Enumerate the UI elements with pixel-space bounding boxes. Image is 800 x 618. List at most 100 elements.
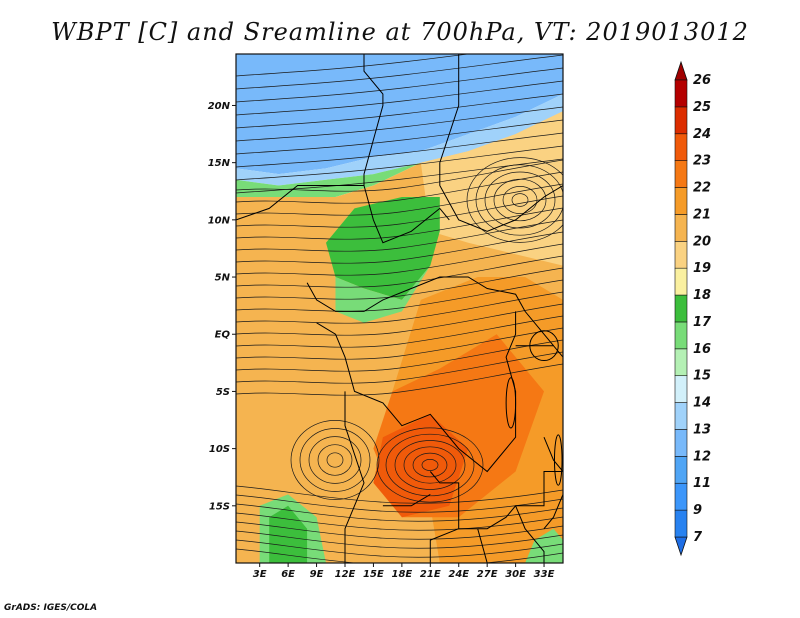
- latitude-axis: 20N 15N 10N 5N EQ 5S 10S 15S: [208, 101, 236, 512]
- country-border: [477, 528, 488, 563]
- streamline: [236, 539, 563, 558]
- streamline: [236, 54, 471, 77]
- streamline: [493, 178, 547, 222]
- streamline: [236, 183, 563, 216]
- streamline: [299, 428, 371, 492]
- colorbar-swatch: [674, 402, 688, 430]
- colorbar-label: 9: [693, 503, 702, 518]
- lon-tick-label: 18E: [391, 569, 412, 580]
- colorbar-label: 23: [693, 154, 711, 169]
- wbpt-region: [335, 265, 431, 323]
- streamline: [236, 93, 563, 129]
- streamline: [236, 106, 563, 142]
- country-border: [316, 311, 517, 473]
- colorbar-swatch: [674, 240, 688, 269]
- colorbar-swatch: [674, 79, 688, 108]
- streamline: [236, 231, 563, 264]
- colorbar: 7 9 11 12 13 14 15 16 17 18 19 20 21 22 23 24 25 26: [674, 60, 712, 557]
- country-border: [515, 505, 545, 563]
- streamline: [421, 459, 439, 471]
- lake-outline: [505, 377, 517, 429]
- colorbar-bottom-arrow: [674, 536, 688, 557]
- streamline: [236, 219, 563, 252]
- colorbar-swatch: [674, 456, 688, 484]
- lat-tick-label: 15S: [209, 501, 230, 512]
- streamline: [236, 315, 563, 348]
- streamline: [236, 80, 563, 116]
- colorbar-label: 19: [693, 261, 711, 276]
- colorbar-swatch: [674, 133, 688, 161]
- lat-tick-label: 10N: [208, 215, 231, 226]
- colorbar-swatch: [674, 267, 688, 296]
- streamline: [394, 440, 466, 490]
- streamline: [236, 303, 563, 336]
- country-border: [236, 185, 450, 244]
- colorbar-label: 7: [693, 530, 703, 545]
- colorbar-top-arrow: [674, 60, 688, 81]
- streamline: [236, 512, 563, 531]
- streamline: [236, 339, 563, 372]
- longitude-axis: 3E 6E 9E 12E 15E 18E 21E 24E 27E 30E 33E: [253, 563, 555, 580]
- colorbar-label: 26: [693, 73, 711, 88]
- colorbar-label: 20: [693, 234, 711, 249]
- streamline: [502, 186, 538, 214]
- chart-title: WBPT [C] and Sreamline at 700hPa, VT: 20…: [51, 18, 749, 46]
- streamline: [236, 145, 563, 181]
- colorbar-swatch: [674, 348, 688, 377]
- colorbar-swatch: [674, 375, 688, 403]
- colorbar-swatch: [674, 214, 688, 242]
- streamline: [236, 67, 563, 103]
- colorbar-label: 22: [693, 181, 711, 196]
- streamline: [236, 548, 563, 563]
- streamline: [236, 494, 563, 513]
- colorbar-label: 18: [693, 288, 711, 303]
- streamline: [385, 433, 475, 497]
- colorbar-swatch: [674, 429, 688, 457]
- colorbar-swatch: [674, 482, 688, 511]
- country-border: [439, 54, 563, 232]
- lat-tick-label: 20N: [208, 101, 231, 112]
- streamline: [236, 171, 563, 204]
- streamline: [236, 327, 563, 360]
- colorbar-label: 11: [693, 476, 711, 491]
- streamline: [412, 452, 448, 478]
- lon-tick-label: 6E: [281, 569, 295, 580]
- streamline: [236, 119, 563, 155]
- streamline: [290, 420, 380, 500]
- country-border: [515, 345, 563, 358]
- lat-tick-label: EQ: [215, 330, 231, 341]
- streamline: [308, 436, 362, 484]
- lon-tick-label: 3E: [253, 569, 267, 580]
- streamline: [317, 444, 353, 476]
- colorbar-swatch: [674, 106, 688, 135]
- lon-tick-label: 12E: [335, 569, 356, 580]
- footer-credit: GrADS: IGES/COLA: [4, 603, 98, 613]
- streamline-layer: [236, 54, 563, 563]
- wbpt-region: [373, 414, 469, 518]
- streamline: [236, 195, 563, 228]
- streamline: [376, 427, 484, 503]
- streamline: [403, 446, 457, 484]
- streamline: [236, 267, 563, 300]
- streamline: [236, 485, 563, 504]
- country-border: [344, 391, 365, 563]
- country-border: [543, 437, 563, 530]
- country-borders: [236, 54, 563, 563]
- streamline: [236, 521, 563, 540]
- streamline: [236, 255, 563, 288]
- streamline: [236, 530, 563, 549]
- colorbar-label: 14: [693, 396, 711, 411]
- colorbar-swatch: [674, 509, 688, 538]
- streamline: [484, 171, 556, 229]
- lat-tick-label: 15N: [208, 158, 231, 169]
- colorbar-label: 25: [693, 100, 711, 115]
- lon-tick-label: 27E: [477, 569, 498, 580]
- wbpt-region: [236, 162, 421, 197]
- lake-outline: [553, 434, 563, 486]
- country-border: [363, 54, 384, 186]
- colorbar-swatch: [674, 160, 688, 188]
- streamline: [511, 193, 529, 207]
- colorbar-label: 21: [693, 207, 711, 222]
- streamline: [236, 243, 563, 276]
